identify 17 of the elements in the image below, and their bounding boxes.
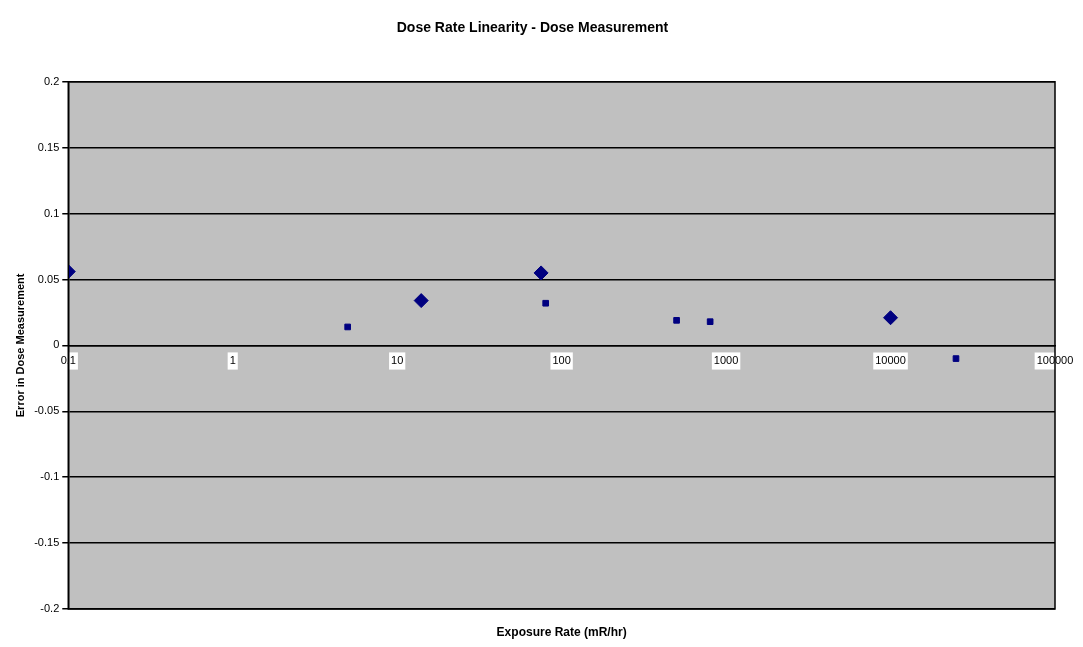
x-tick-label: 1000 (713, 354, 739, 367)
y-tick-label: -0.2 (40, 602, 60, 615)
y-tick-label: -0.15 (34, 536, 60, 549)
y-tick-label: 0.15 (37, 140, 60, 153)
y-tick-label: -0.1 (40, 470, 60, 483)
y-tick-label: 0.2 (43, 74, 60, 87)
x-tick-label: 100 (552, 354, 571, 367)
y-tick-label: -0.05 (34, 404, 60, 417)
y-tick-label: 0.05 (37, 272, 60, 285)
x-axis-title: Exposure Rate (mR/hr) (496, 625, 627, 640)
y-tick-label: 0.1 (43, 206, 60, 219)
x-tick-label: 10000 (875, 354, 906, 367)
chart-title: Dose Rate Linearity - Dose Measurement (396, 19, 669, 36)
y-tick-label: 0 (53, 338, 60, 351)
x-tick-label: 1 (229, 354, 236, 367)
y-axis-title: Error in Dose Measurement (13, 273, 26, 418)
x-tick-label: 10 (391, 354, 404, 367)
